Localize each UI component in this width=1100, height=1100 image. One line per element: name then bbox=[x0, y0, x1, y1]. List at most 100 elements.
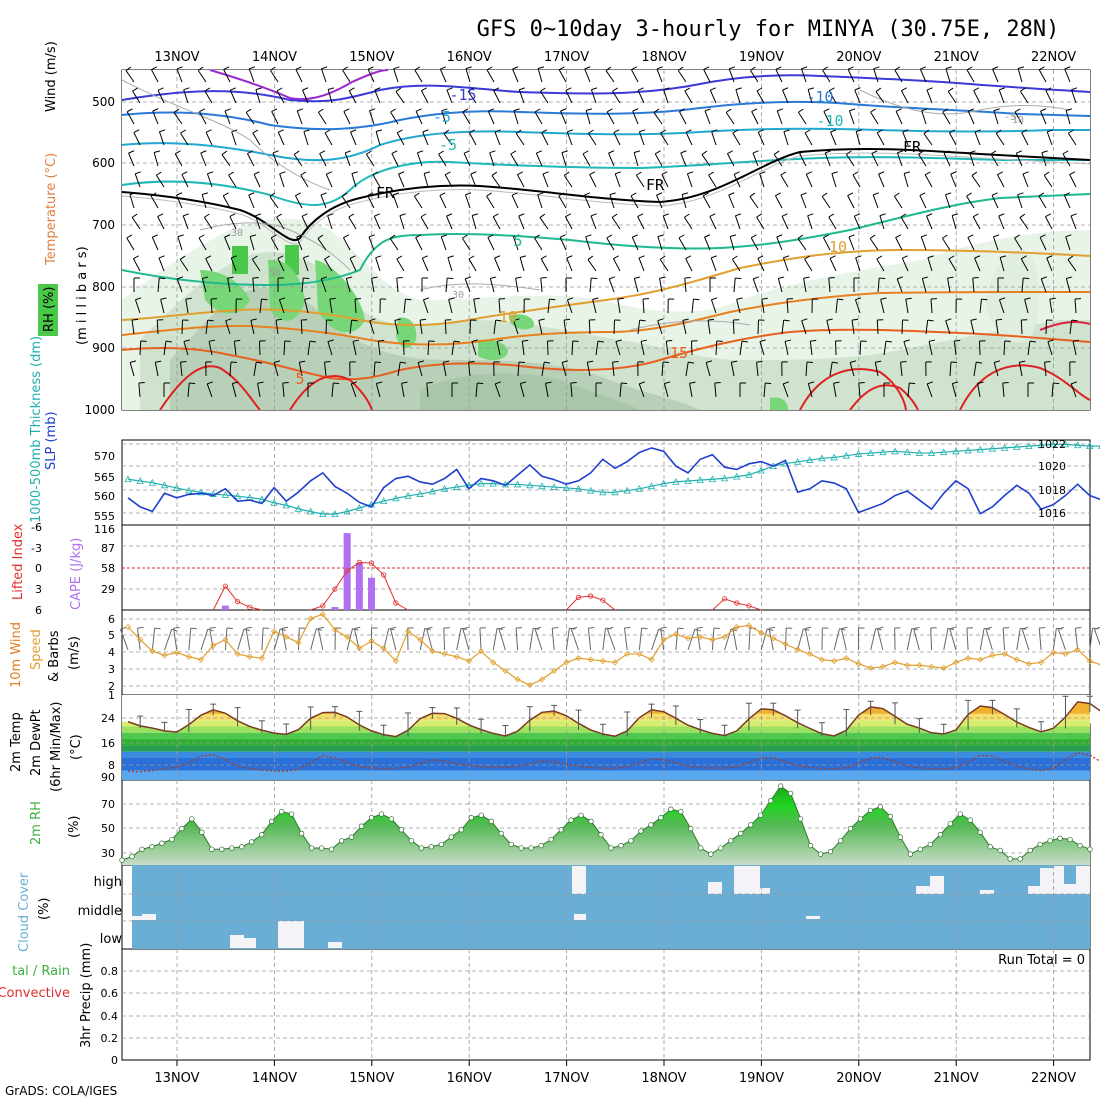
wind10-point bbox=[173, 649, 180, 656]
wind-barb bbox=[640, 341, 645, 356]
wind10-barb bbox=[623, 628, 628, 651]
wind10-series bbox=[127, 613, 1100, 686]
wind10-point bbox=[843, 655, 850, 662]
wind-barb-flag bbox=[903, 339, 910, 343]
wind-barb bbox=[273, 362, 279, 377]
wind-barb-flag bbox=[341, 192, 348, 197]
wind-barb-flag bbox=[605, 66, 612, 71]
thickness-point bbox=[574, 484, 583, 492]
wind10-point bbox=[587, 656, 594, 663]
rh2m-point bbox=[668, 806, 674, 812]
wind-barb-flag bbox=[1071, 319, 1078, 322]
wind-barb bbox=[874, 362, 879, 377]
rh2m-point bbox=[129, 853, 135, 860]
wind-barb-flag bbox=[615, 339, 622, 343]
li-point bbox=[234, 598, 241, 605]
rh2m-point bbox=[698, 845, 704, 851]
rh2m-point bbox=[338, 838, 345, 844]
wind-barb bbox=[631, 237, 639, 251]
temp2m-panel: 2m Temp 2m DewPt (6hr Min/Max) (°C) bbox=[9, 695, 1100, 792]
cape-panel: Lifted Index CAPE (J/kg) bbox=[11, 523, 1090, 611]
wind-barb bbox=[367, 195, 375, 209]
thickness-point bbox=[879, 448, 887, 456]
wind-barb bbox=[875, 91, 885, 104]
wind-barb bbox=[150, 69, 159, 83]
wind-barb-flag bbox=[587, 360, 594, 363]
wind10-point bbox=[356, 645, 363, 652]
wind-barb bbox=[1022, 173, 1029, 188]
wind-barb bbox=[1027, 341, 1031, 356]
wind-barb-flag bbox=[1040, 108, 1047, 112]
wind-barb bbox=[835, 299, 838, 314]
wind-barb bbox=[587, 259, 597, 272]
rh2m-point bbox=[259, 831, 265, 838]
wind10-barb-flag bbox=[207, 628, 214, 632]
wind-barb bbox=[324, 258, 333, 272]
wind-barb bbox=[595, 341, 599, 356]
wind10-barb bbox=[173, 628, 178, 651]
wind10-barb bbox=[587, 628, 592, 651]
thickness-point bbox=[453, 483, 461, 490]
wind-barb-flag bbox=[204, 213, 210, 218]
wind-barb-flag bbox=[926, 213, 933, 217]
wind-barb bbox=[1024, 299, 1029, 314]
wind-barb-flag bbox=[446, 213, 453, 217]
wind-barb bbox=[545, 383, 549, 398]
wind-barb-flag bbox=[256, 361, 263, 364]
wind10-ytick: 5 bbox=[108, 629, 115, 642]
wind-barb-flag bbox=[752, 150, 759, 154]
wind-barb bbox=[231, 131, 237, 146]
wind-barb bbox=[821, 196, 831, 209]
wind-barb bbox=[733, 174, 741, 188]
wind-barb-flag bbox=[801, 66, 808, 70]
wind-barb bbox=[250, 320, 255, 335]
precip-convective-label: Convective bbox=[0, 986, 70, 1001]
rh2m-ytick: 70 bbox=[101, 798, 115, 811]
wind-barb bbox=[126, 237, 135, 251]
wind-barb-flag bbox=[189, 382, 196, 385]
wind-barb-flag bbox=[158, 255, 165, 259]
wind-barb bbox=[945, 320, 951, 335]
rh2m-point bbox=[777, 783, 784, 789]
wind-barb-flag bbox=[780, 171, 787, 176]
thickness-point bbox=[258, 495, 266, 503]
wind10-point bbox=[758, 629, 765, 636]
wind10-barb bbox=[529, 628, 534, 651]
wind-barb-flag bbox=[282, 382, 289, 384]
wind10-barb bbox=[760, 628, 768, 651]
wind-barb-flag bbox=[253, 171, 260, 175]
wind-barb bbox=[992, 236, 999, 251]
wind-barb-flag bbox=[496, 339, 504, 342]
rh2m-point bbox=[718, 845, 724, 851]
wind-barb-flag bbox=[854, 87, 861, 91]
wind-barb-flag bbox=[832, 361, 839, 364]
wind-barb-flag bbox=[942, 234, 948, 239]
contour-label: 30 bbox=[452, 290, 464, 301]
precip-ytick: 0.4 bbox=[101, 1010, 119, 1023]
li-point bbox=[588, 593, 594, 599]
wind-barb-flag bbox=[991, 192, 998, 196]
wind-barb-flag bbox=[926, 87, 933, 91]
thickness-point bbox=[903, 448, 911, 456]
wind-barb bbox=[1074, 298, 1077, 314]
rh-swatch bbox=[38, 284, 58, 336]
upper-air-ytick: 1000 bbox=[84, 403, 115, 417]
wind-barb-flag bbox=[515, 276, 522, 279]
wind10-point bbox=[867, 665, 874, 672]
millibars-label: (m i l l i b a r s) bbox=[75, 246, 90, 345]
wind-barb bbox=[1041, 152, 1047, 167]
wind-barb-flag bbox=[927, 255, 934, 259]
wind-barb bbox=[377, 341, 381, 356]
wind-barb-flag bbox=[663, 87, 670, 91]
wind-barb bbox=[630, 69, 639, 83]
wind-barb-flag bbox=[927, 319, 934, 322]
wind-barb bbox=[828, 90, 837, 104]
rh2m-point bbox=[947, 821, 953, 827]
thickness-point bbox=[1025, 442, 1033, 450]
wind-barb-flag bbox=[439, 192, 446, 196]
date-label-top: 20NOV bbox=[836, 50, 881, 65]
panel-frame-8 bbox=[121, 948, 1091, 1061]
wind-barb bbox=[903, 341, 909, 356]
wind-barb bbox=[614, 173, 621, 188]
wind-barb bbox=[392, 194, 399, 209]
